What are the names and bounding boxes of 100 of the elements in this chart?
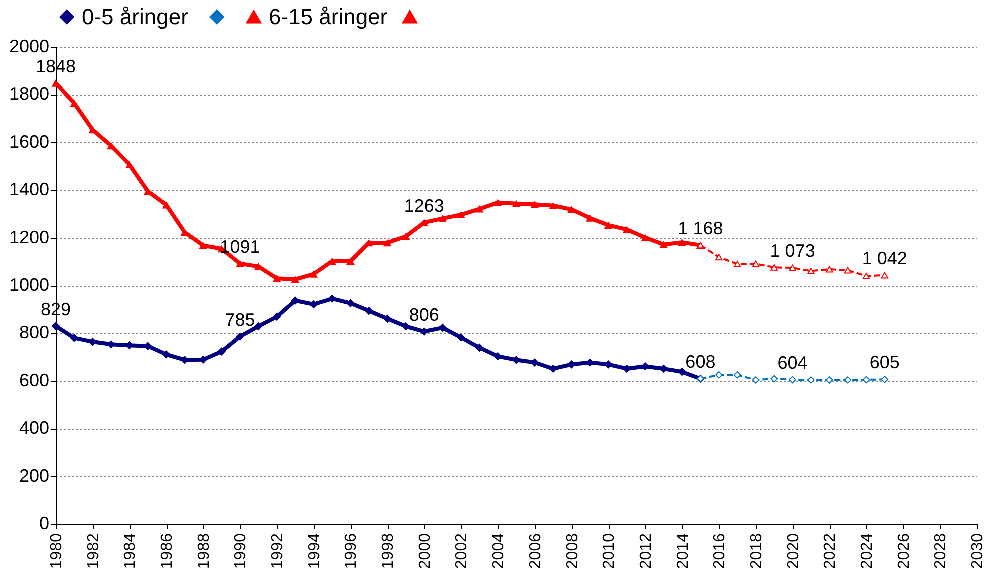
point	[438, 215, 448, 222]
point	[770, 264, 778, 271]
x-tick-label: 2000	[416, 533, 434, 570]
data-label: 806	[409, 304, 440, 325]
point	[862, 272, 870, 280]
point	[715, 254, 723, 261]
point	[236, 260, 244, 268]
x-tick-label: 1988	[196, 533, 213, 570]
point	[272, 274, 282, 282]
point	[494, 199, 502, 206]
data-label: 785	[225, 310, 256, 330]
point	[512, 200, 521, 208]
x-tick-label: 1990	[232, 533, 250, 570]
data-label: 605	[870, 352, 900, 373]
y-tick-label: 200	[19, 466, 50, 486]
point	[475, 206, 484, 213]
y-tick-label: 1000	[9, 275, 50, 295]
point	[808, 376, 815, 384]
point	[291, 276, 300, 284]
point	[328, 294, 336, 304]
y-tick-label: 0	[39, 514, 50, 534]
point	[383, 314, 392, 324]
point	[568, 206, 576, 214]
point	[402, 322, 410, 331]
point	[622, 226, 632, 234]
point	[310, 300, 318, 309]
point	[862, 376, 870, 384]
point	[586, 214, 594, 222]
point	[641, 234, 650, 242]
point	[844, 376, 852, 384]
x-tick-label: 2010	[601, 533, 618, 570]
point	[734, 261, 742, 268]
x-tick-label: 2028	[932, 533, 950, 570]
point	[310, 270, 318, 278]
point	[272, 312, 282, 322]
x-tick-label: 1982	[85, 533, 102, 570]
point	[715, 372, 723, 379]
x-tick-label: 2008	[564, 533, 582, 570]
point	[881, 376, 889, 384]
x-tick-label: 2014	[674, 533, 692, 570]
y-tick-label: 2000	[9, 36, 50, 56]
x-tick-label: 1994	[306, 533, 324, 570]
data-label: 1 073	[770, 241, 816, 262]
point	[162, 350, 171, 359]
point	[457, 334, 466, 342]
point	[789, 264, 796, 272]
point	[770, 375, 778, 383]
data-label: 1263	[404, 196, 444, 216]
point	[734, 372, 742, 379]
y-tick-label: 800	[19, 322, 50, 343]
y-tick-label: 1600	[9, 132, 50, 152]
point	[383, 239, 392, 247]
y-tick-label: 600	[19, 370, 50, 390]
point	[236, 332, 244, 341]
x-tick-label: 2026	[896, 533, 913, 570]
x-tick-label: 1984	[122, 533, 140, 570]
point	[752, 260, 760, 268]
point	[218, 348, 226, 356]
data-label: 608	[686, 352, 716, 372]
x-tick-label: 1996	[343, 533, 360, 570]
point	[402, 232, 410, 240]
y-tick-label: 1400	[9, 180, 50, 200]
point	[438, 324, 448, 332]
point	[530, 201, 540, 208]
point	[660, 241, 668, 248]
point	[364, 306, 374, 316]
x-tick-label: 2024	[858, 533, 876, 570]
legend-label: 6-15 åringer	[269, 4, 388, 30]
x-tick-label: 2030	[970, 533, 986, 570]
x-tick-label: 2020	[785, 533, 802, 570]
x-tick-label: 1992	[270, 533, 287, 570]
x-tick-label: 2006	[527, 533, 544, 570]
x-tick-label: 2016	[712, 533, 729, 570]
x-tick-label: 2018	[748, 533, 766, 570]
data-label: 1091	[220, 236, 260, 257]
point	[346, 258, 355, 266]
point	[475, 344, 484, 352]
point	[808, 268, 815, 274]
point	[789, 376, 796, 384]
x-tick-label: 2004	[490, 533, 508, 570]
x-tick-label: 1986	[159, 533, 176, 570]
data-label: 1 042	[862, 248, 908, 268]
point	[346, 299, 355, 308]
point	[844, 267, 852, 274]
x-tick-label: 1998	[380, 533, 398, 570]
point	[52, 322, 60, 330]
point	[826, 266, 834, 273]
point	[604, 222, 613, 230]
point	[826, 376, 834, 384]
y-tick-label: 1200	[9, 227, 50, 248]
x-tick-label: 2022	[822, 533, 840, 570]
point	[549, 202, 558, 210]
x-tick-label: 2002	[454, 533, 471, 570]
data-label: 1 168	[678, 218, 724, 238]
point	[752, 376, 760, 384]
point	[881, 272, 889, 279]
x-tick-label: 1980	[48, 533, 66, 570]
x-tick-label: 2012	[638, 533, 655, 570]
data-label: 604	[778, 352, 808, 373]
y-tick-label: 1800	[9, 84, 50, 104]
